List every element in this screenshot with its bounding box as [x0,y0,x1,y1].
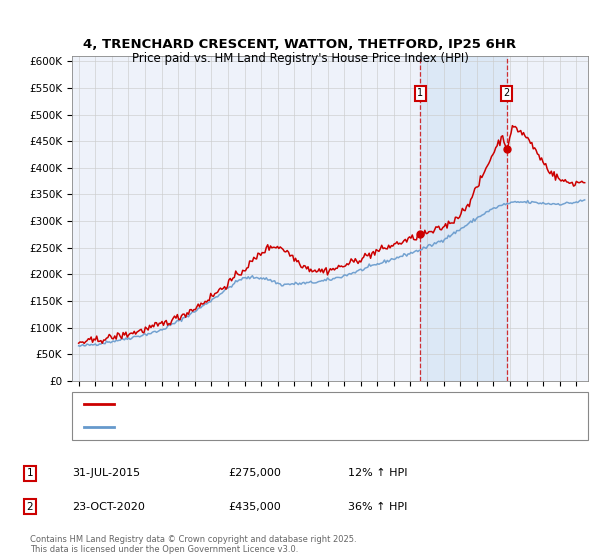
Text: £275,000: £275,000 [228,468,281,478]
Text: 1: 1 [417,88,423,98]
Text: 31-JUL-2015: 31-JUL-2015 [72,468,140,478]
Text: HPI: Average price, detached house, Breckland: HPI: Average price, detached house, Brec… [120,422,349,432]
Text: £435,000: £435,000 [228,502,281,512]
Text: 23-OCT-2020: 23-OCT-2020 [72,502,145,512]
Text: Contains HM Land Registry data © Crown copyright and database right 2025.
This d: Contains HM Land Registry data © Crown c… [30,535,356,554]
Text: 2: 2 [504,88,510,98]
Text: 1: 1 [26,468,34,478]
Text: 2: 2 [26,502,34,512]
Text: 12% ↑ HPI: 12% ↑ HPI [348,468,407,478]
Text: Price paid vs. HM Land Registry's House Price Index (HPI): Price paid vs. HM Land Registry's House … [131,52,469,66]
Bar [420,56,507,381]
Text: 4, TRENCHARD CRESCENT, WATTON, THETFORD, IP25 6HR (detached house): 4, TRENCHARD CRESCENT, WATTON, THETFORD,… [120,399,496,409]
Text: 36% ↑ HPI: 36% ↑ HPI [348,502,407,512]
Text: 4, TRENCHARD CRESCENT, WATTON, THETFORD, IP25 6HR: 4, TRENCHARD CRESCENT, WATTON, THETFORD,… [83,38,517,52]
